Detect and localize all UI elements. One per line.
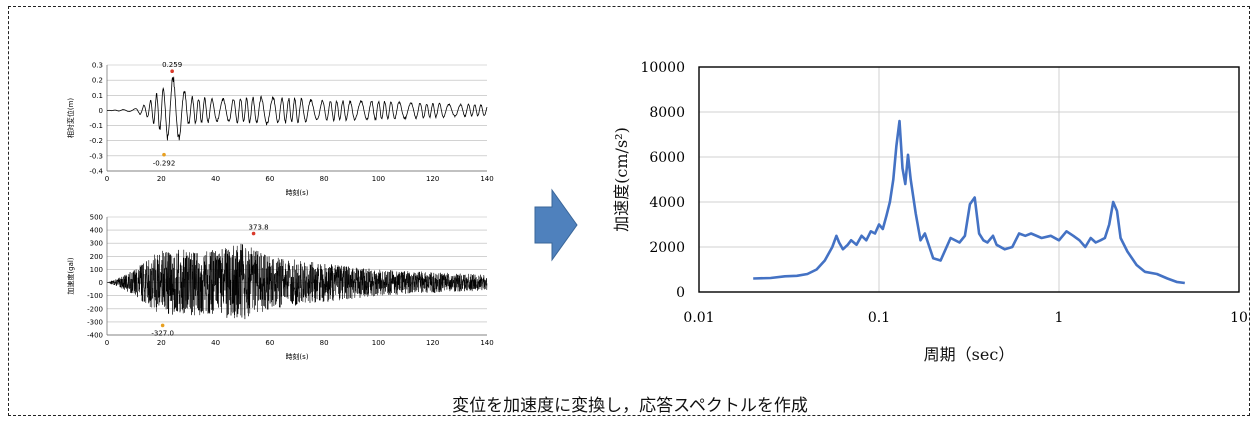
y-tick-label: 10000 — [640, 60, 685, 76]
series-line — [107, 243, 488, 320]
x-tick-label: 20 — [157, 175, 166, 183]
y-tick-label: 4000 — [649, 195, 685, 211]
x-tick-label: 0 — [105, 339, 109, 347]
x-tick-label: 20 — [157, 339, 166, 347]
series-line — [107, 76, 488, 141]
x-tick-label: 80 — [320, 339, 329, 347]
x-axis-label: 時刻(s) — [285, 352, 308, 361]
min-marker — [162, 152, 166, 157]
y-tick-label: -300 — [87, 318, 103, 326]
x-tick-label: 40 — [211, 175, 220, 183]
y-tick-label: 2000 — [649, 240, 685, 256]
min-marker — [160, 323, 165, 328]
response-spectrum-chart: 0 2000 4000 6000 8000 10000 0.01 0.1 1 10 周期（sec） 加… — [612, 60, 1248, 364]
y-tick-label: 0 — [676, 285, 685, 301]
y-tick-label: 0 — [99, 279, 103, 287]
right-arrow-icon — [534, 188, 578, 262]
max-marker — [251, 231, 256, 236]
series-line — [753, 119, 1185, 285]
max-marker — [170, 69, 174, 74]
y-tick-label: -100 — [87, 292, 103, 300]
y-tick-label: -0.1 — [89, 122, 103, 130]
acceleration-chart: -400 -300 -200 -100 0 100 200 300 400 500 0 20 40 60 8… — [66, 214, 494, 362]
x-tick-label: 60 — [265, 175, 274, 183]
y-axis-label: 相対変位(m) — [66, 98, 75, 139]
y-tick-label: -0.4 — [89, 168, 103, 176]
x-tick-label: 40 — [211, 339, 220, 347]
y-tick-label: 100 — [90, 266, 103, 274]
dashed-frame: -0.4 -0.3 -0.2 -0.1 0 0.1 0.2 0.3 0 20 40 60 80 100 12… — [8, 6, 1250, 416]
x-tick-label: 120 — [426, 175, 439, 183]
x-tick-label: 80 — [320, 175, 329, 183]
y-tick-label: 0 — [99, 107, 103, 115]
x-tick-label: 140 — [480, 339, 493, 347]
x-tick-label: 140 — [480, 175, 493, 183]
y-tick-label: 300 — [90, 240, 103, 248]
y-tick-label: 0.2 — [92, 77, 103, 85]
x-tick-label: 10 — [1230, 310, 1248, 326]
y-tick-label: 8000 — [649, 105, 685, 121]
x-tick-label: 100 — [372, 175, 385, 183]
x-axis-label: 周期（sec） — [924, 345, 1015, 364]
y-tick-label: 0.1 — [92, 92, 103, 100]
y-tick-label: 400 — [90, 227, 103, 235]
max-annotation: 0.259 — [162, 61, 182, 69]
y-tick-label: 0.3 — [92, 62, 103, 70]
x-tick-label: 0.01 — [683, 310, 714, 326]
caption: 変位を加速度に変換し，応答スペクトルを作成 — [452, 396, 808, 416]
x-tick-label: 0.1 — [868, 310, 890, 326]
y-axis-label: 加速度(gal) — [66, 257, 75, 294]
y-tick-label: 500 — [90, 214, 103, 222]
x-tick-label: 120 — [426, 339, 439, 347]
y-tick-label: 6000 — [649, 150, 685, 166]
displacement-chart: -0.4 -0.3 -0.2 -0.1 0 0.1 0.2 0.3 0 20 40 60 80 100 12… — [66, 61, 494, 197]
x-tick-label: 1 — [1055, 310, 1064, 326]
max-annotation: 373.8 — [249, 224, 269, 232]
x-axis-label: 時刻(s) — [285, 188, 308, 197]
y-tick-label: -400 — [87, 332, 103, 340]
x-tick-label: 60 — [265, 339, 274, 347]
y-tick-label: -0.2 — [89, 137, 103, 145]
y-tick-label: 200 — [90, 253, 103, 261]
min-annotation: -0.292 — [153, 160, 176, 168]
y-tick-label: -200 — [87, 305, 103, 313]
plot-border — [698, 66, 1240, 293]
min-annotation: -327.0 — [151, 329, 174, 337]
y-tick-label: -0.3 — [89, 152, 103, 160]
y-axis-label: 加速度(cm/s²) — [612, 127, 631, 232]
x-tick-label: 0 — [105, 175, 109, 183]
x-tick-label: 100 — [372, 339, 385, 347]
